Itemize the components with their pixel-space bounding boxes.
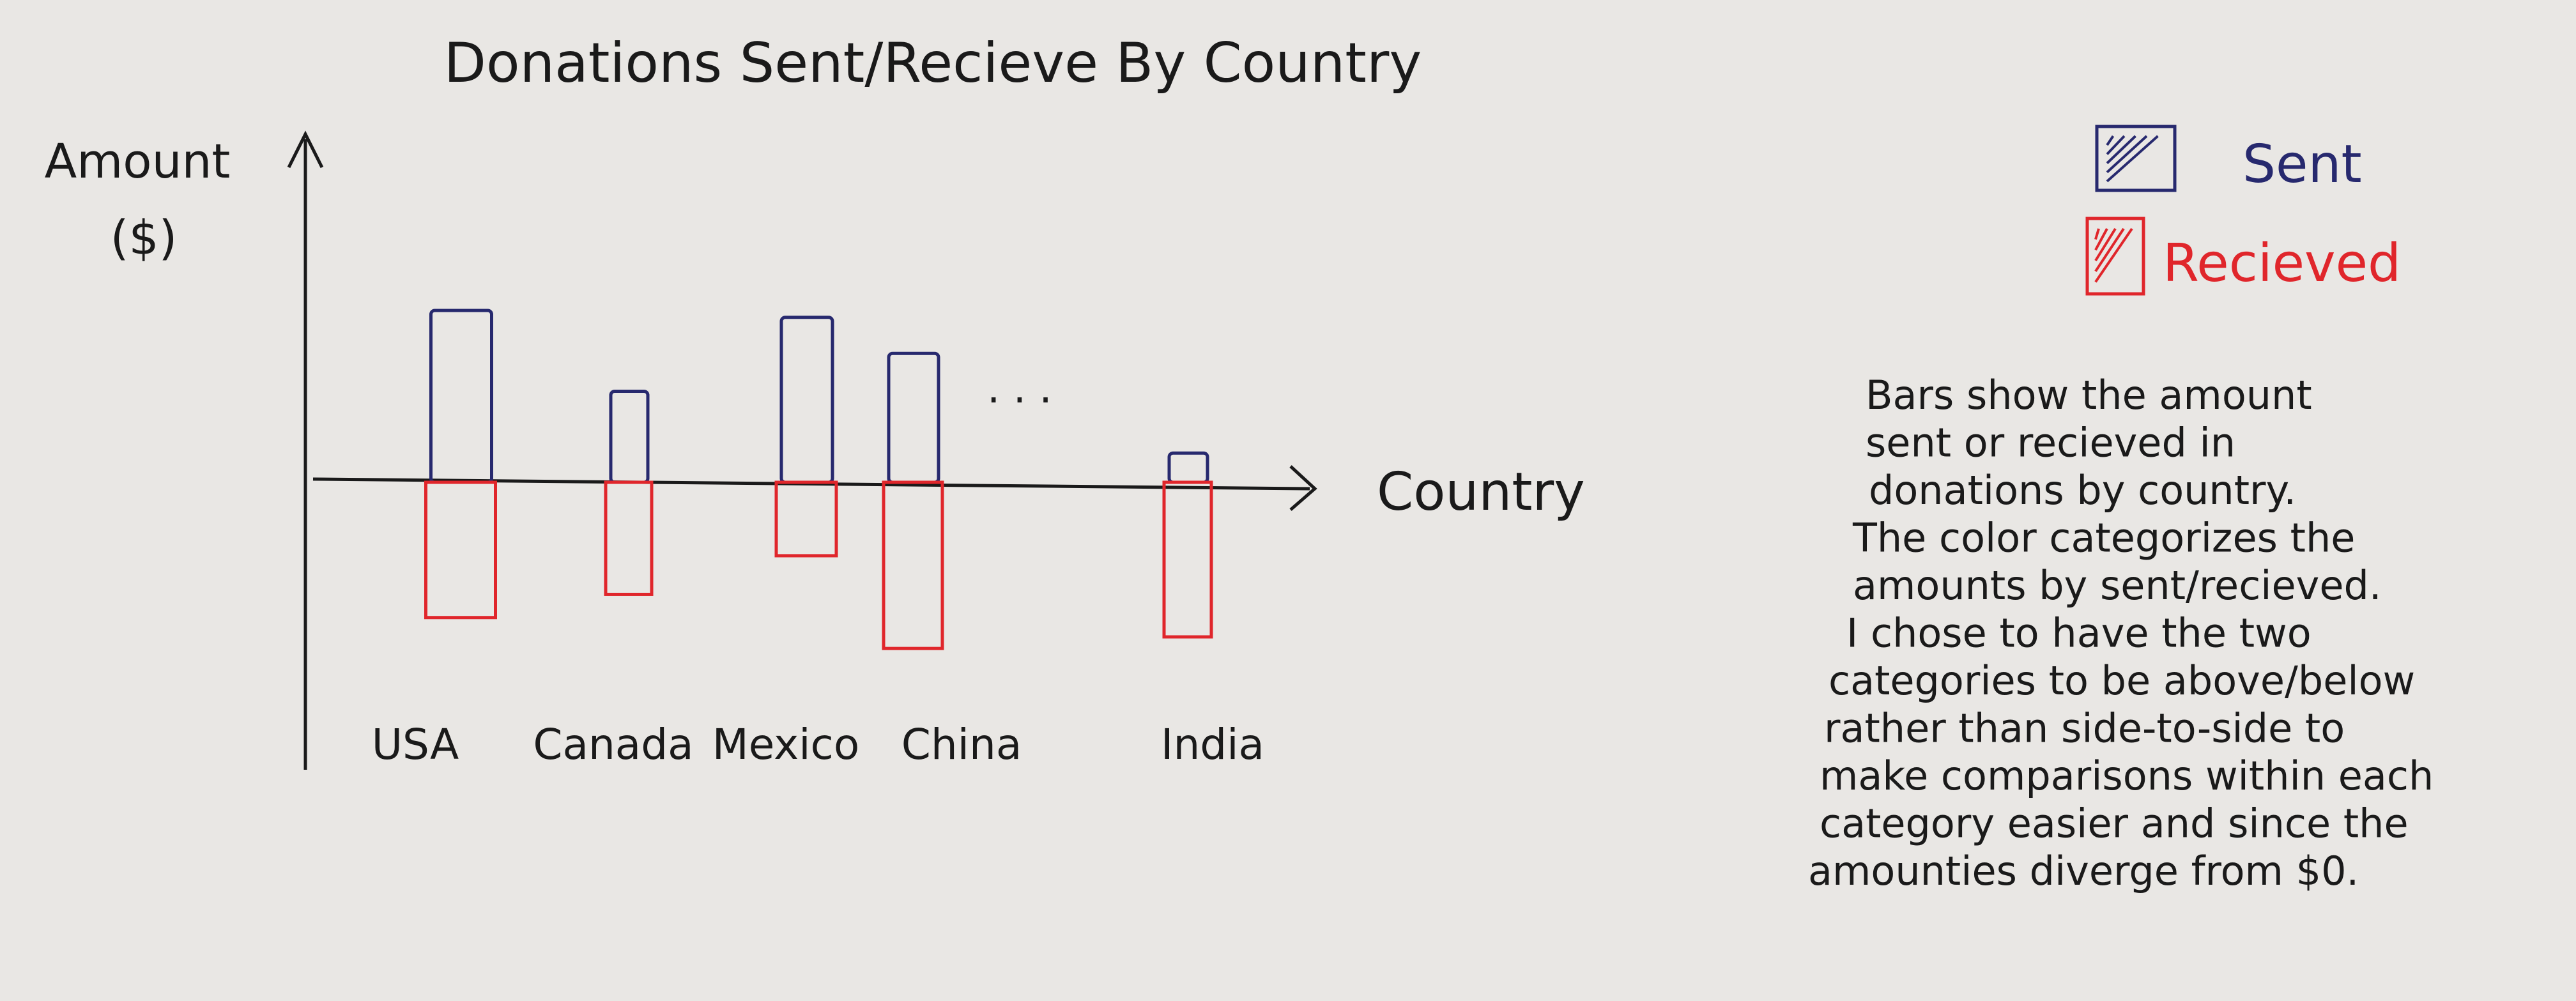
- category-label-china: China: [901, 720, 1022, 769]
- legend: Sent Recieved: [2085, 125, 2401, 296]
- legend-recieved-hatch-line: [2094, 228, 2100, 240]
- note-line-7: categories to be above/below: [1828, 657, 2415, 704]
- category-label-canada: Canada: [533, 720, 693, 769]
- legend-label-recieved: Recieved: [2163, 233, 2401, 294]
- category-labels-group: USA Canada Mexico China India: [372, 720, 1264, 769]
- legend-swatch-recieved: [2085, 217, 2145, 296]
- axes: [287, 130, 1317, 770]
- category-label-usa: USA: [372, 720, 459, 769]
- note-line-1: Bars show the amount: [1866, 372, 2312, 418]
- legend-recieved-hatch-line: [2094, 227, 2125, 272]
- bar-recieved-india: [1162, 480, 1213, 639]
- legend-sent-hatch-line: [2106, 135, 2159, 183]
- y-axis-label-line-1: Amount: [45, 134, 231, 189]
- note-line-11: amounties diverge from $0.: [1808, 848, 2359, 894]
- note-line-6: I chose to have the two: [1846, 610, 2312, 657]
- category-label-india: India: [1161, 720, 1264, 769]
- ellipsis: . . .: [987, 365, 1052, 413]
- note-line-4: The color categorizes the: [1852, 515, 2355, 562]
- legend-sent-hatch-line: [2106, 135, 2148, 174]
- legend-swatch-sent: [2095, 125, 2177, 192]
- bar-sent-india: [1167, 451, 1209, 484]
- chart-title: Donations Sent/Recieve By Country: [444, 31, 1422, 95]
- note-line-10: category easier and since the: [1820, 800, 2409, 847]
- note-line-9: make comparisons within each: [1820, 753, 2434, 799]
- legend-sent-hatch-line: [2106, 135, 2126, 155]
- legend-sent-hatch-line: [2106, 135, 2136, 164]
- legend-hatch-recieved: [2094, 227, 2133, 283]
- note-line-8: rather than side-to-side to: [1824, 705, 2345, 752]
- note-line-3: donations by country.: [1869, 467, 2296, 514]
- legend-hatch-sent: [2106, 135, 2159, 183]
- bar-sent-usa: [429, 309, 493, 484]
- bar-recieved-china: [882, 480, 944, 650]
- bar-sent-mexico: [779, 316, 834, 484]
- bar-recieved-canada: [604, 480, 654, 596]
- x-axis-label: Country: [1377, 462, 1585, 523]
- legend-recieved-hatch-line: [2094, 227, 2133, 283]
- bar-recieved-usa: [424, 480, 497, 620]
- note-line-2: sent or recieved in: [1866, 420, 2235, 466]
- legend-sent-hatch-line: [2106, 135, 2115, 146]
- bar-sent-canada: [609, 389, 650, 484]
- note-line-5: amounts by sent/recieved.: [1853, 562, 2382, 609]
- bars-group: [424, 309, 1213, 650]
- bar-sent-china: [887, 351, 940, 484]
- y-axis-label-line-2: ($): [111, 211, 178, 266]
- legend-label-sent: Sent: [2242, 134, 2362, 195]
- category-label-mexico: Mexico: [712, 720, 859, 769]
- legend-recieved-hatch-line: [2094, 228, 2108, 251]
- y-axis-arrowhead: [287, 130, 324, 169]
- bar-recieved-mexico: [774, 480, 838, 558]
- legend-recieved-hatch-line: [2094, 227, 2117, 262]
- x-axis-arrowhead: [1289, 465, 1317, 511]
